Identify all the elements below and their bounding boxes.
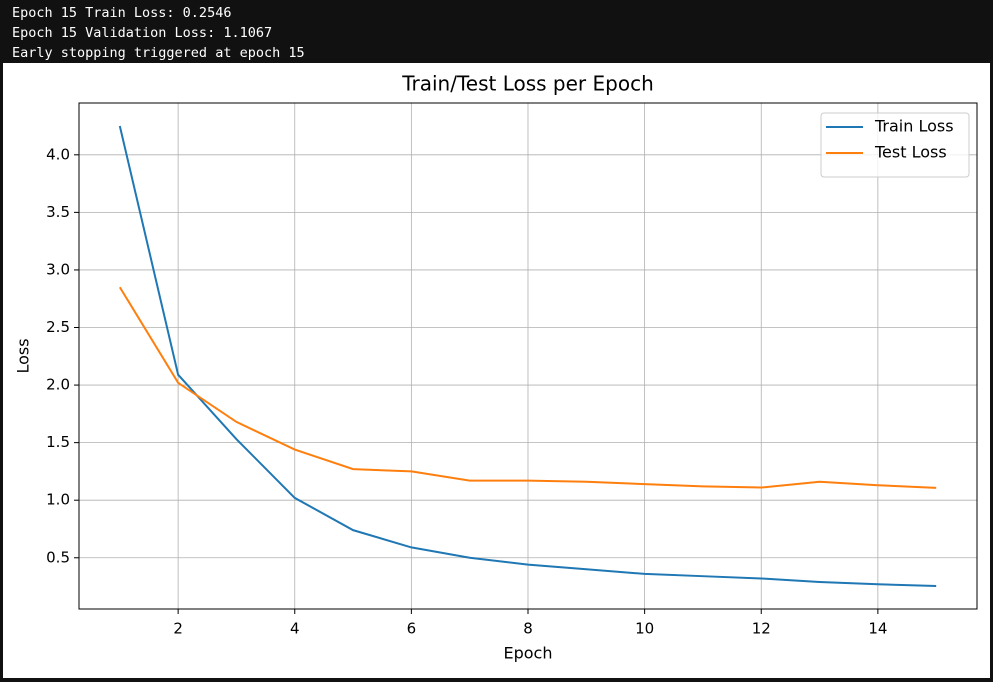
data-line — [118, 125, 937, 588]
legend-label: Test Loss — [874, 143, 947, 162]
x-tick-label: 8 — [523, 620, 533, 638]
x-tick-label: 10 — [635, 620, 654, 638]
console-line: Epoch 15 Validation Loss: 1.1067 — [12, 25, 273, 41]
console-line: Epoch 15 Train Loss: 0.2546 — [12, 5, 232, 21]
console-output: Epoch 15 Train Loss: 0.2546 Epoch 15 Val… — [0, 0, 993, 62]
x-tick-label: 2 — [173, 620, 183, 638]
legend-label: Train Loss — [874, 117, 954, 136]
x-tick-label: 4 — [290, 620, 300, 638]
y-tick-label: 2.5 — [46, 318, 70, 336]
y-tick-label: 2.0 — [46, 376, 70, 394]
x-tick-label: 12 — [752, 620, 771, 638]
y-tick-label: 1.5 — [46, 433, 70, 451]
legend-box — [820, 112, 970, 178]
data-line — [118, 286, 937, 489]
y-tick-label: 3.0 — [46, 260, 70, 278]
plot-frame — [78, 102, 978, 610]
x-tick-label: 14 — [868, 620, 887, 638]
y-axis-label: Loss — [14, 338, 33, 373]
x-axis-label: Epoch — [504, 644, 553, 663]
chart-title: Train/Test Loss per Epoch — [401, 72, 654, 96]
y-tick-label: 0.5 — [46, 548, 70, 566]
y-tick-label: 3.5 — [46, 203, 70, 221]
x-tick-label: 6 — [407, 620, 417, 638]
console-line: Early stopping triggered at epoch 15 — [12, 45, 305, 61]
y-tick-label: 4.0 — [46, 145, 70, 163]
y-tick-label: 1.0 — [46, 491, 70, 509]
